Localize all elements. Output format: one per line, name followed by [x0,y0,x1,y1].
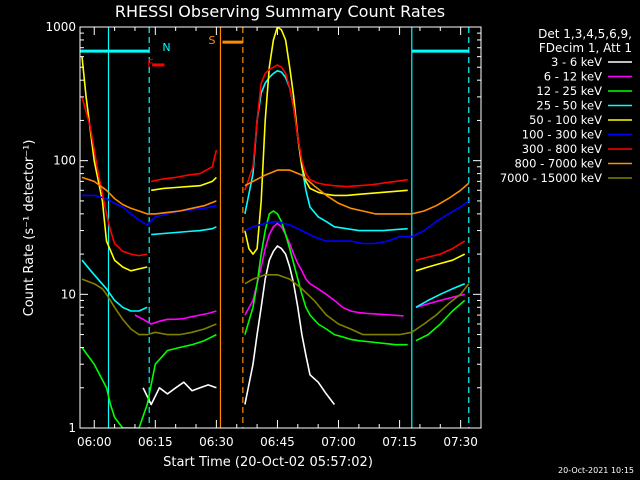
legend-entry-label: 6 - 12 keV [544,70,602,84]
legend-entry-label: 12 - 25 keV [536,84,602,98]
series-line-7-seg-1 [244,169,470,215]
x-tick-label: 06:45 [260,435,295,449]
series-line-3-seg-0 [81,259,148,312]
series-line-5-seg-0 [82,194,217,226]
legend-header-line-2: FDecim 1, Att 1 [539,41,632,55]
legend-entry-label: 3 - 6 keV [551,55,602,69]
y-tick-label: 100 [53,154,76,168]
legend-entry-label: 25 - 50 keV [536,99,602,113]
axis-tick-labels: 1 10 100 1000 06:00 06:15 06:30 06:45 07:00 07:15… [45,20,477,449]
series-line-2-seg-2 [415,299,466,342]
series-line-3-seg-1 [151,226,217,236]
timestamp: 20-Oct-2021 10:15 [558,466,634,475]
series-line-4-seg-1 [151,176,217,192]
series-line-8-seg-0 [81,278,217,336]
series-line-6-seg-3 [415,240,466,261]
chart-title: RHESSI Observing Summary Count Rates [115,2,445,21]
series-line-0-seg-0 [142,381,217,406]
series-line-1-seg-2 [415,293,465,309]
x-tick-label: 07:00 [321,435,356,449]
x-tick-label: 06:00 [77,435,112,449]
legend-entry-label: 100 - 300 keV [522,128,602,142]
series-line-1-seg-0 [134,310,217,325]
series-line-8-seg-1 [244,273,470,336]
legend-entry-label: 50 - 100 keV [529,113,602,127]
plot-frame [79,26,482,429]
series-line-6-seg-2 [244,64,408,191]
series-line-1-seg-1 [244,222,404,317]
x-axis-label: Start Time (20-Oct-02 05:57:02) [163,455,373,470]
x-tick-label: 06:30 [199,435,234,449]
series-line-7-seg-0 [81,176,217,215]
series-line-6-seg-0 [81,96,148,257]
series-line-5-seg-1 [244,200,470,245]
y-tick-label: 1 [68,421,76,435]
y-axis-label: Count Rate (s⁻¹ detector⁻¹) [22,140,37,317]
series-line-6-seg-1 [151,149,218,183]
legend-header-line-1: Det 1,3,4,5,6,9, [538,27,632,41]
y-tick-label: 10 [61,287,76,301]
marker-f-label: F [147,57,153,70]
x-tick-label: 07:15 [382,435,417,449]
series-line-3-seg-3 [415,282,466,308]
x-tick-label: 07:30 [443,435,478,449]
marker-s-label: S [208,34,215,47]
axis-ticks [80,27,481,429]
x-tick-label: 06:15 [138,435,173,449]
legend-entry-label: 7000 - 15000 keV [500,171,602,185]
legend: Det 1,3,4,5,6,9, FDecim 1, Att 1 3 - 6 k… [500,27,632,185]
legend-entry-label: 300 - 800 keV [522,142,602,156]
marker-n-label: N [162,41,170,54]
legend-entry-label: 800 - 7000 keV [514,157,602,171]
y-tick-label: 1000 [45,20,76,34]
series-line-0-seg-1 [244,245,336,405]
series-line-2-seg-0 [81,333,217,428]
plot-area [80,27,470,428]
series-line-4-seg-3 [415,253,466,272]
